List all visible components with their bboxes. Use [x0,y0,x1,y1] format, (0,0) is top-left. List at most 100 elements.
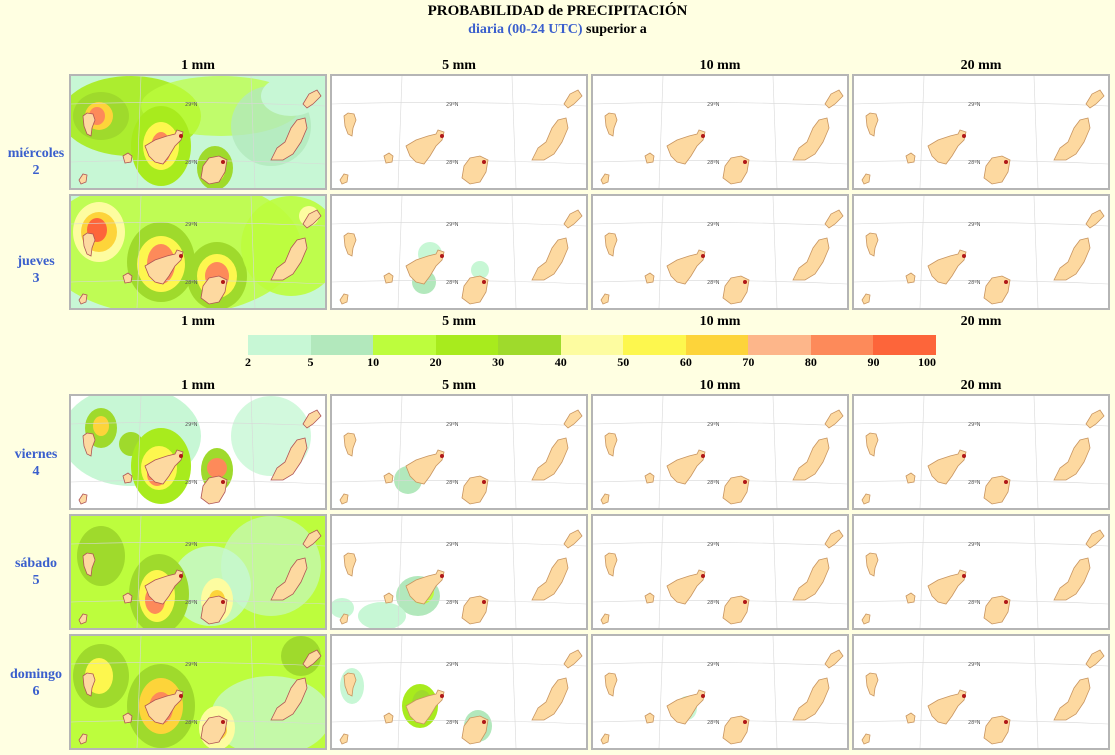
legend-swatch [560,335,624,355]
day-name: miércoles [7,146,65,161]
map-panel-miércoles-20mm: 29ºN 28ºN [852,74,1110,190]
svg-text:29ºN: 29ºN [185,662,198,668]
svg-text:29ºN: 29ºN [446,662,459,668]
legend-tick-label: 5 [307,355,314,369]
svg-text:29ºN: 29ºN [968,222,981,228]
legend-tick-label: 30 [492,355,505,369]
svg-text:29ºN: 29ºN [707,222,720,228]
probability-map: 29ºN 28ºN [854,516,1108,628]
probability-map: 29ºN 28ºN [593,396,847,508]
map-panel-sábado-10mm: 29ºN 28ºN [591,514,849,630]
svg-text:28ºN: 28ºN [185,600,198,606]
legend-swatch [685,335,749,355]
map-panel-domingo-20mm: 29ºN 28ºN [852,634,1110,750]
map-panel-viernes-20mm: 29ºN 28ºN [852,394,1110,510]
map-panel-sábado-1mm: 29ºN 28ºN [69,514,327,630]
probability-map: 29ºN 28ºN [332,196,586,308]
legend-swatch [873,335,937,355]
legend-swatch [248,335,312,355]
svg-text:29ºN: 29ºN [968,662,981,668]
svg-text:28ºN: 28ºN [185,720,198,726]
subtitle-period: diaria (00-24 UTC) [468,22,583,37]
column-header-5mm: 5 mm [442,378,476,393]
map-panel-domingo-5mm: 29ºN 28ºN [330,634,588,750]
svg-text:28ºN: 28ºN [185,480,198,486]
legend-tick-label: 10 [367,355,380,369]
svg-text:28ºN: 28ºN [707,600,720,606]
row-label-day: domingo 6 [0,666,72,700]
probability-map: 29ºN 28ºN [593,636,847,748]
svg-text:29ºN: 29ºN [968,102,981,108]
svg-text:28ºN: 28ºN [968,600,981,606]
svg-text:28ºN: 28ºN [185,280,198,286]
legend-tick-label: 2 [245,355,251,369]
day-name: domingo [9,667,63,682]
column-header-1mm: 1 mm [181,378,215,393]
svg-text:29ºN: 29ºN [185,102,198,108]
legend-tick-label: 80 [804,355,817,369]
probability-map: 29ºN 28ºN [593,516,847,628]
svg-text:28ºN: 28ºN [446,160,459,166]
column-header-10mm: 10 mm [699,58,741,73]
column-header-10mm: 10 mm [699,314,741,329]
column-header-20mm: 20 mm [960,314,1002,329]
probability-map: 29ºN 28ºN [332,636,586,748]
color-legend: 2 5 10 20 30 40 50 60 70 80 90 100 [245,335,937,373]
probability-map: 29ºN 28ºN [332,76,586,188]
map-panel-jueves-5mm: 29ºN 28ºN [330,194,588,310]
svg-text:28ºN: 28ºN [446,600,459,606]
day-number: 3 [32,271,40,286]
svg-text:28ºN: 28ºN [968,160,981,166]
legend-tick-label: 50 [617,355,630,369]
day-name: sábado [14,556,58,571]
svg-text:28ºN: 28ºN [707,480,720,486]
row-label-day: jueves 3 [0,253,72,287]
probability-map: 29ºN 28ºN [854,636,1108,748]
legend-tick-label: 90 [867,355,880,369]
svg-text:29ºN: 29ºN [707,542,720,548]
column-header-1mm: 1 mm [181,58,215,73]
legend-swatch [748,335,812,355]
svg-text:29ºN: 29ºN [446,222,459,228]
map-panel-miércoles-1mm: 29ºN 28ºN [69,74,327,190]
legend-swatch [623,335,687,355]
svg-text:28ºN: 28ºN [446,720,459,726]
column-header-10mm: 10 mm [699,378,741,393]
map-panel-viernes-5mm: 29ºN 28ºN [330,394,588,510]
svg-text:29ºN: 29ºN [968,542,981,548]
subtitle-rest: superior a [582,22,647,37]
svg-text:28ºN: 28ºN [446,280,459,286]
svg-text:28ºN: 28ºN [968,280,981,286]
svg-text:28ºN: 28ºN [446,480,459,486]
probability-map: 29ºN 28ºN [593,196,847,308]
probability-map: 29ºN 28ºN [854,196,1108,308]
legend-swatch [435,335,499,355]
legend-tick-label: 100 [918,355,936,369]
column-header-5mm: 5 mm [442,314,476,329]
svg-text:29ºN: 29ºN [707,102,720,108]
day-number: 2 [32,163,40,178]
probability-map: 29ºN 28ºN [71,196,325,308]
map-panel-domingo-1mm: 29ºN 28ºN [69,634,327,750]
map-panel-sábado-5mm: 29ºN 28ºN [330,514,588,630]
map-panel-domingo-10mm: 29ºN 28ºN [591,634,849,750]
day-number: 4 [32,464,40,479]
svg-text:29ºN: 29ºN [185,222,198,228]
map-panel-viernes-1mm: 29ºN 28ºN [69,394,327,510]
legend-swatch [310,335,374,355]
day-number: 6 [32,684,40,699]
legend-tick-label: 70 [742,355,755,369]
chart-title: PROBABILIDAD de PRECIPITACIÓN [427,3,688,19]
svg-text:29ºN: 29ºN [707,662,720,668]
column-header-1mm: 1 mm [181,314,215,329]
map-panel-sábado-20mm: 29ºN 28ºN [852,514,1110,630]
svg-text:29ºN: 29ºN [185,542,198,548]
probability-map: 29ºN 28ºN [332,396,586,508]
legend-swatch [498,335,562,355]
map-panel-jueves-20mm: 29ºN 28ºN [852,194,1110,310]
map-panel-jueves-1mm: 29ºN 28ºN [69,194,327,310]
svg-text:28ºN: 28ºN [968,720,981,726]
svg-text:28ºN: 28ºN [707,280,720,286]
probability-map: 29ºN 28ºN [332,516,586,628]
probability-map: 29ºN 28ºN [854,396,1108,508]
